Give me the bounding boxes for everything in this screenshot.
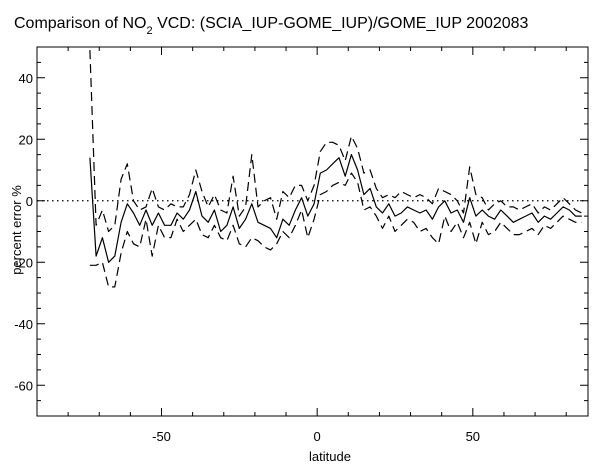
y-axis-label: percent error % <box>9 185 24 275</box>
chart-title: Comparison of NO2 VCD: (SCIA_IUP-GOME_IU… <box>14 15 529 37</box>
series-line-3 <box>89 172 582 288</box>
y-tick-label: -20 <box>14 255 33 270</box>
x-axis-label: latitude <box>309 449 351 464</box>
y-tick-label: -60 <box>14 378 33 393</box>
series-line-2 <box>89 50 583 233</box>
x-tick-label: 50 <box>466 429 480 444</box>
y-axis: 40 20 0 -20 -40 -60 <box>14 46 588 417</box>
series-group <box>89 50 583 288</box>
x-axis: -50 0 50 <box>67 47 567 444</box>
x-tick-label: 0 <box>314 429 321 444</box>
series-line-1 <box>89 154 582 263</box>
y-tick-label: -40 <box>14 317 33 332</box>
y-tick-label: 0 <box>26 194 33 209</box>
x-tick-label: -50 <box>152 429 171 444</box>
y-tick-label: 40 <box>19 71 33 86</box>
y-tick-label: 20 <box>19 132 33 147</box>
